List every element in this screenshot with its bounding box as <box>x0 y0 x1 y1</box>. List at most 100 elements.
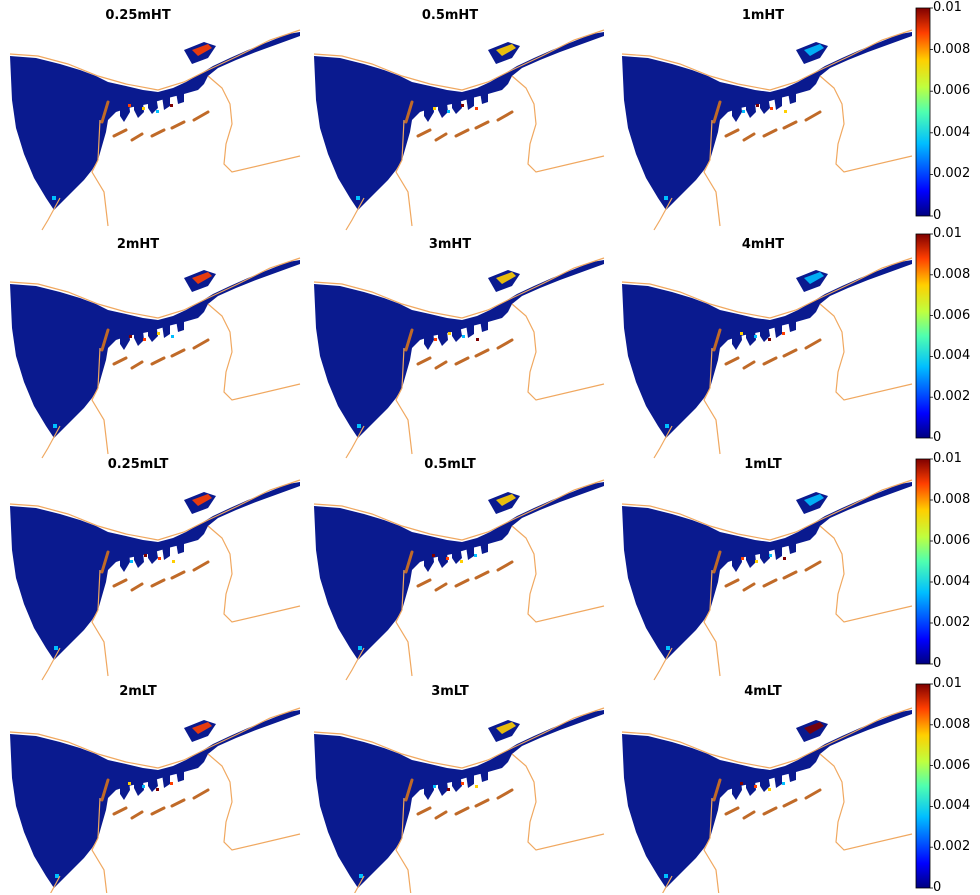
colorbar-tick-label: 0.008 <box>933 716 971 732</box>
concentration-spot <box>359 874 363 878</box>
concentration-spot <box>782 782 785 785</box>
concentration-spot <box>356 196 360 200</box>
coastline-2 <box>395 797 412 893</box>
panel-title-10: 3mLT <box>431 684 469 699</box>
inlet-2 <box>148 774 158 792</box>
concentration-spot <box>664 874 668 878</box>
inlet-0 <box>120 92 130 122</box>
concentration-spot <box>171 335 174 338</box>
colorbar-tick-label: 0.004 <box>933 798 971 814</box>
inlet-3 <box>774 772 782 788</box>
inlet-1 <box>746 772 756 796</box>
breakwater-4 <box>474 120 490 130</box>
breakwater-0 <box>712 100 722 124</box>
inlet-1 <box>134 322 144 346</box>
inlet-1 <box>746 322 756 346</box>
map-panel-0 <box>9 29 301 231</box>
coastline-3 <box>41 425 61 459</box>
inlet-2 <box>148 96 158 114</box>
concentration-spot <box>143 338 146 341</box>
concentration-plume <box>496 494 516 506</box>
inlet-4 <box>176 90 184 104</box>
breakwater-1 <box>724 128 740 138</box>
panel-title-3: 2mHT <box>116 237 160 252</box>
concentration-spot <box>784 110 787 113</box>
inlet-4 <box>176 318 184 332</box>
panel-title-0: 0.25mHT <box>105 8 171 23</box>
inlet-4 <box>176 768 184 782</box>
coastline-0 <box>9 257 301 319</box>
breakwater-2 <box>434 360 448 370</box>
colorbar-tick-label: 0.008 <box>933 41 971 57</box>
breakwater-0 <box>100 328 110 352</box>
colorbar-tick-label: 0.008 <box>933 266 971 282</box>
colorbar-tick-label: 0 <box>933 430 942 445</box>
concentration-spot <box>460 560 463 563</box>
panel-title-4: 3mHT <box>428 237 472 252</box>
concentration-spot <box>172 560 175 563</box>
concentration-spot <box>476 338 479 341</box>
breakwater-1 <box>416 578 432 588</box>
inlet-2 <box>148 324 158 342</box>
water-region <box>10 710 300 888</box>
coastline-3 <box>345 197 365 231</box>
concentration-spot <box>782 332 785 335</box>
breakwater-2 <box>742 132 756 142</box>
breakwater-4 <box>474 570 490 580</box>
concentration-spot <box>740 782 743 785</box>
breakwater-1 <box>724 356 740 366</box>
coastline-2 <box>703 569 721 677</box>
concentration-plume <box>192 44 212 56</box>
coastline-2 <box>91 797 108 893</box>
inlet-0 <box>424 320 434 350</box>
map-panel-7 <box>313 479 605 681</box>
colorbar-tick-label: 0.006 <box>933 757 971 773</box>
breakwater-0 <box>712 550 722 574</box>
water-region <box>622 482 912 660</box>
concentration-plume <box>804 44 824 56</box>
coastline-3 <box>41 197 61 231</box>
concentration-spot <box>664 196 668 200</box>
coastline-2 <box>91 119 109 227</box>
concentration-spot <box>170 782 173 785</box>
breakwater-2 <box>742 360 756 370</box>
breakwater-1 <box>112 128 128 138</box>
coastline-1 <box>819 303 913 401</box>
breakwater-4 <box>474 348 490 358</box>
concentration-spot <box>474 554 477 557</box>
panel-title-7: 0.5mLT <box>424 457 476 472</box>
coastline-3 <box>662 875 673 893</box>
breakwater-0 <box>712 778 722 802</box>
breakwater-2 <box>434 582 448 592</box>
inlet-3 <box>774 544 782 560</box>
concentration-spot <box>142 107 145 110</box>
concentration-plume <box>804 722 824 734</box>
inlet-3 <box>774 322 782 338</box>
breakwater-2 <box>742 810 756 820</box>
concentration-spot <box>53 424 57 428</box>
concentration-spot <box>446 557 449 560</box>
concentration-spot <box>768 338 771 341</box>
coastline-0 <box>621 29 913 91</box>
panel-title-6: 0.25mLT <box>107 457 169 472</box>
inlet-0 <box>732 542 742 572</box>
breakwater-1 <box>112 806 128 816</box>
coastline-2 <box>395 347 413 455</box>
coastline-0 <box>313 29 605 91</box>
inlet-4 <box>480 318 488 332</box>
concentration-spot <box>665 424 669 428</box>
breakwater-5 <box>496 338 514 350</box>
inlet-3 <box>774 94 782 110</box>
concentration-plume <box>192 494 212 506</box>
coastline-2 <box>91 347 109 455</box>
concentration-spot <box>432 554 435 557</box>
panel-title-8: 1mLT <box>744 457 782 472</box>
concentration-plume <box>804 272 824 284</box>
breakwater-5 <box>192 110 210 122</box>
concentration-plume <box>192 272 212 284</box>
coastline-3 <box>345 425 365 459</box>
concentration-spot <box>768 788 771 791</box>
concentration-spot <box>433 785 436 788</box>
inlet-2 <box>452 546 462 564</box>
